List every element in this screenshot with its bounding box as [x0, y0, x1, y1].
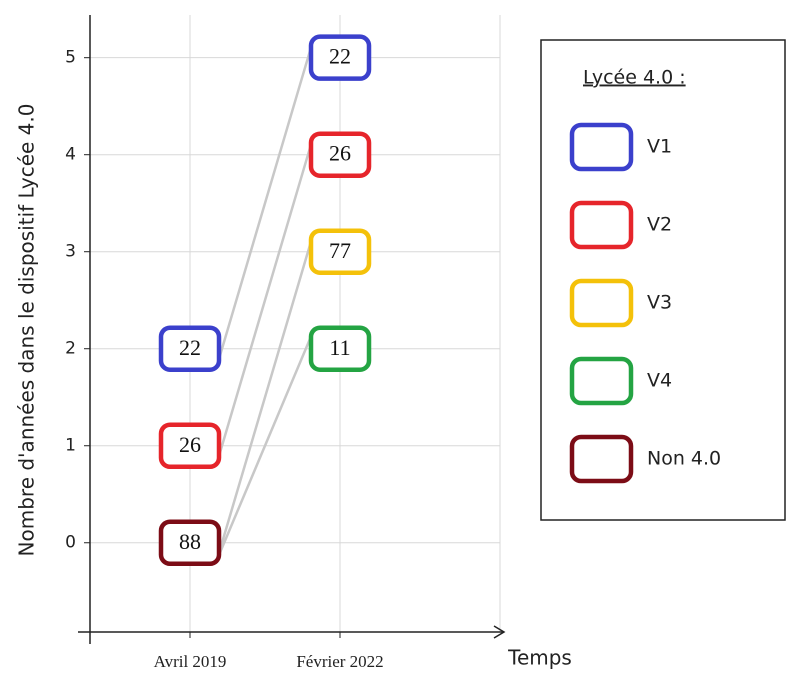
- y-tick-label: 5: [65, 48, 76, 68]
- y-axis-label: Nombre d'années dans le dispositif Lycée…: [15, 104, 39, 557]
- node-count: 88: [179, 529, 201, 554]
- node-count: 77: [329, 238, 351, 263]
- legend-label: V3: [647, 292, 672, 314]
- legend-swatch: [569, 122, 634, 172]
- node-box: [308, 228, 372, 275]
- node-count: 22: [329, 44, 351, 69]
- node-count: 22: [179, 335, 201, 360]
- link: [215, 137, 315, 464]
- node-box: [308, 325, 372, 372]
- link: [215, 40, 315, 367]
- y-tick-label: 2: [65, 339, 76, 359]
- x-axis-arrow: [493, 625, 506, 639]
- legend-title: Lycée 4.0 :: [583, 67, 686, 89]
- node-count: 26: [329, 141, 351, 166]
- x-tick-label: Avril 2019: [154, 652, 227, 671]
- link: [215, 234, 315, 561]
- legend-label: V2: [647, 214, 672, 236]
- legend-swatch: [569, 434, 634, 484]
- legend-swatch: [569, 278, 634, 328]
- legend-swatch: [569, 200, 634, 250]
- node-count: 26: [179, 432, 201, 457]
- legend-swatch: [569, 356, 634, 406]
- y-tick-label: 4: [65, 145, 76, 165]
- y-tick-label: 3: [65, 242, 76, 262]
- node-box: [158, 325, 222, 372]
- node-box: [308, 131, 372, 178]
- legend-label: V4: [647, 370, 672, 392]
- legend-box: [540, 39, 786, 521]
- legend-label: V1: [647, 136, 672, 158]
- y-tick-label: 0: [65, 533, 76, 553]
- node-box: [308, 34, 372, 81]
- x-tick-label: Février 2022: [296, 652, 383, 671]
- x-axis-label: Temps: [507, 646, 572, 670]
- node-box: [158, 422, 222, 469]
- node-count: 11: [329, 335, 350, 360]
- node-box: [158, 519, 222, 566]
- legend-label: Non 4.0: [647, 448, 721, 470]
- y-tick-label: 1: [65, 436, 76, 456]
- link: [215, 331, 315, 561]
